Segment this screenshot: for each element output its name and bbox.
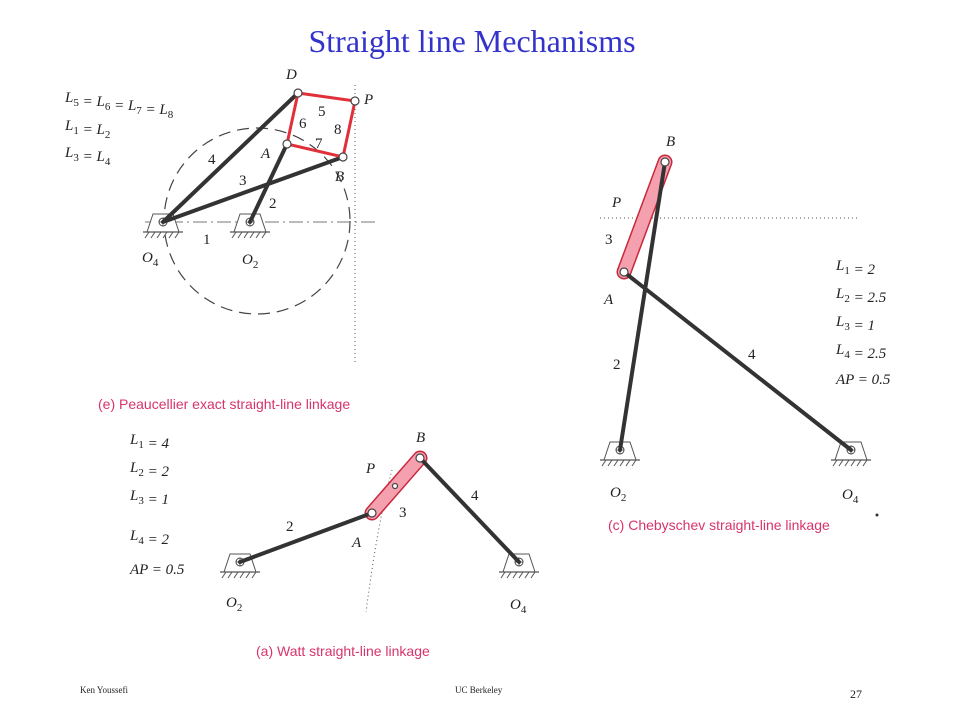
equation: L5 = L6 = L7 = L8 — [64, 90, 174, 121]
equation: L1 = L2 — [64, 118, 110, 141]
link-number: 1 — [203, 232, 211, 248]
links — [618, 160, 853, 452]
footer-author: Ken Youssefi — [80, 685, 129, 695]
caption: (e) Peaucellier exact straight-line link… — [98, 396, 350, 412]
point-label: P — [365, 461, 375, 477]
pivot-label: O4 — [142, 250, 159, 269]
watt-diagram: B P A 3 4 2 O2 O4 L1 = 4 L2 = 2 L3 = 1 L… — [129, 430, 540, 659]
point-label: A — [260, 146, 271, 162]
link-number: 7 — [315, 136, 323, 152]
caption: (a) Watt straight-line linkage — [256, 643, 430, 659]
equation: AP = 0.5 — [129, 562, 185, 578]
point-label: P — [611, 195, 621, 211]
point-label: P — [363, 92, 373, 108]
slide-title: Straight line Mechanisms — [308, 23, 635, 59]
coupler — [618, 156, 671, 278]
link-number: 2 — [286, 519, 294, 535]
point-label: B — [335, 169, 344, 185]
dot — [875, 513, 879, 517]
links — [161, 91, 345, 224]
equation: L3 = 1 — [129, 488, 169, 508]
chebyschev-diagram: B P A 3 2 4 O2 O4 L1 = 2 L2 = 2.5 L3 = 1… — [599, 134, 891, 533]
link-number: 3 — [239, 173, 247, 189]
links — [238, 456, 521, 564]
point-label: B — [416, 430, 425, 446]
equation: L1 = 4 — [129, 432, 169, 452]
pivot-label: O4 — [510, 597, 527, 616]
link-number: 2 — [269, 196, 277, 212]
pivot — [830, 441, 872, 467]
equation: L2 = 2.5 — [835, 286, 887, 306]
equation: L3 = L4 — [64, 145, 111, 168]
joints — [282, 88, 360, 162]
pivot-label: O2 — [226, 595, 242, 614]
link-number: 6 — [299, 116, 307, 132]
equation: L4 = 2.5 — [835, 342, 887, 362]
footer-org: UC Berkeley — [455, 685, 503, 695]
caption: (c) Chebyschev straight-line linkage — [608, 517, 830, 533]
point-label: A — [351, 535, 362, 551]
equation: L2 = 2 — [129, 460, 169, 480]
link-number: 2 — [613, 357, 621, 373]
pivot-label: O2 — [610, 485, 626, 504]
equation: L3 = 1 — [835, 314, 875, 334]
link-number: 3 — [605, 232, 613, 248]
pivot — [498, 553, 540, 579]
point-label: A — [603, 292, 614, 308]
joints — [619, 157, 670, 277]
link-number: 4 — [471, 488, 479, 504]
link-number: 3 — [399, 505, 407, 521]
link-number: 4 — [208, 152, 216, 168]
link-number: 5 — [318, 104, 326, 120]
page-number: 27 — [850, 687, 862, 701]
pivot-label: O2 — [242, 252, 258, 271]
equation: AP = 0.5 — [835, 372, 891, 388]
point-label: B — [666, 134, 675, 150]
point-label: D — [285, 67, 297, 83]
equation: L1 = 2 — [835, 258, 875, 278]
equation: L4 = 2 — [129, 528, 169, 548]
link-number: 4 — [748, 347, 756, 363]
path-curve — [365, 469, 393, 613]
link-number: 8 — [334, 122, 342, 138]
peaucellier-diagram: D P A B 5 6 7 8 4 3 2 1 O4 O2 L5 = L6 = … — [64, 67, 378, 412]
pivot-label: O4 — [842, 487, 859, 506]
joints — [367, 453, 425, 518]
